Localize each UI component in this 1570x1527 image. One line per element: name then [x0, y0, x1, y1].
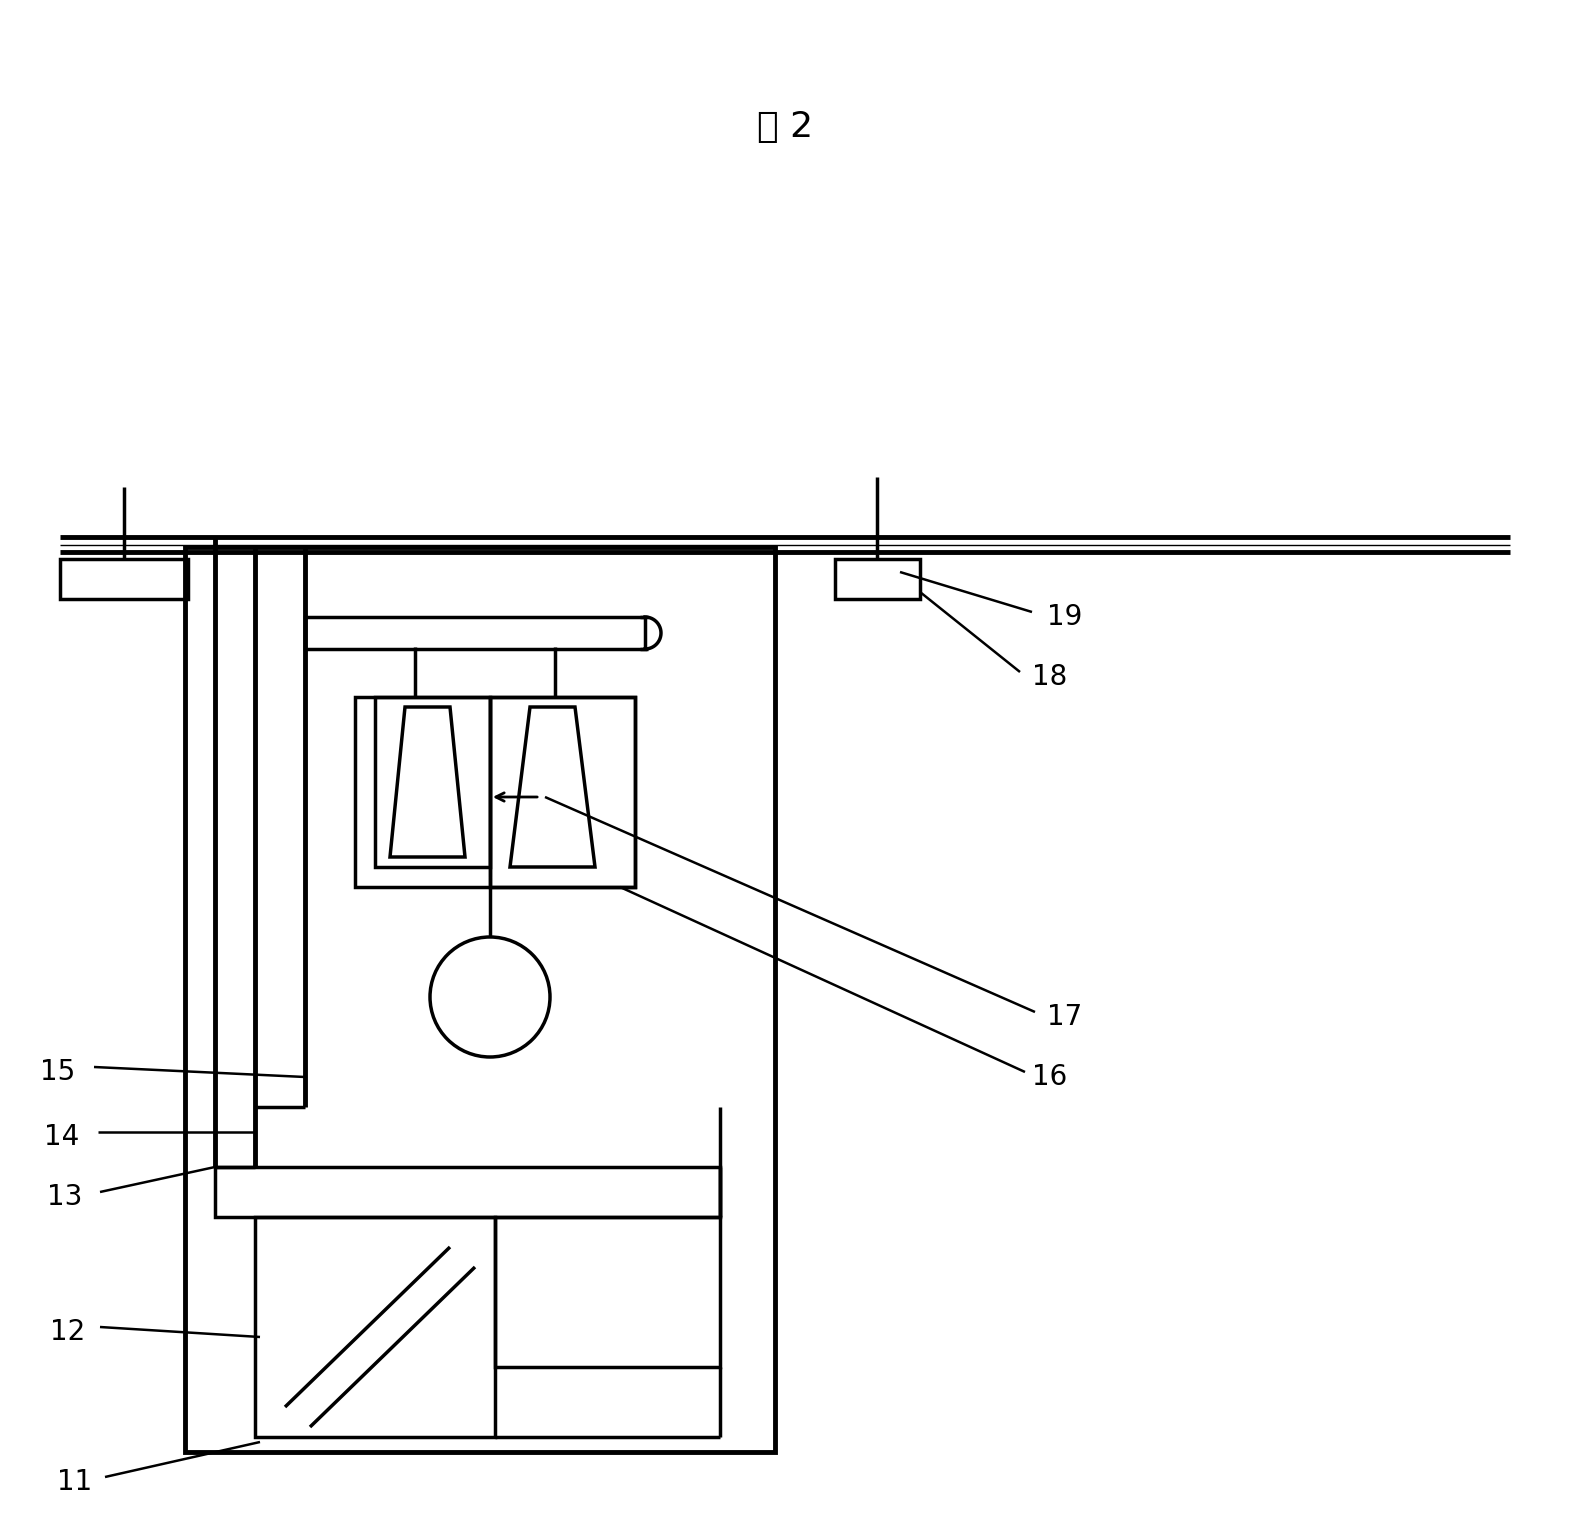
Bar	[355, 696, 634, 887]
Bar	[254, 1217, 495, 1437]
Text: 16: 16	[1033, 1063, 1068, 1090]
Bar	[375, 696, 490, 867]
Text: 18: 18	[1033, 663, 1068, 692]
Text: 17: 17	[1047, 1003, 1083, 1031]
Bar	[490, 696, 634, 887]
Text: 11: 11	[58, 1467, 93, 1496]
Text: 19: 19	[1047, 603, 1083, 631]
Bar	[495, 1217, 721, 1367]
Bar	[185, 547, 776, 1452]
Bar	[305, 617, 645, 649]
Bar	[60, 559, 188, 599]
Text: 13: 13	[47, 1183, 83, 1211]
Text: 图 2: 图 2	[757, 110, 813, 144]
Text: 12: 12	[50, 1318, 86, 1345]
Text: 14: 14	[44, 1122, 80, 1151]
Bar	[835, 559, 920, 599]
Bar	[215, 1167, 721, 1217]
Text: 15: 15	[41, 1058, 75, 1086]
